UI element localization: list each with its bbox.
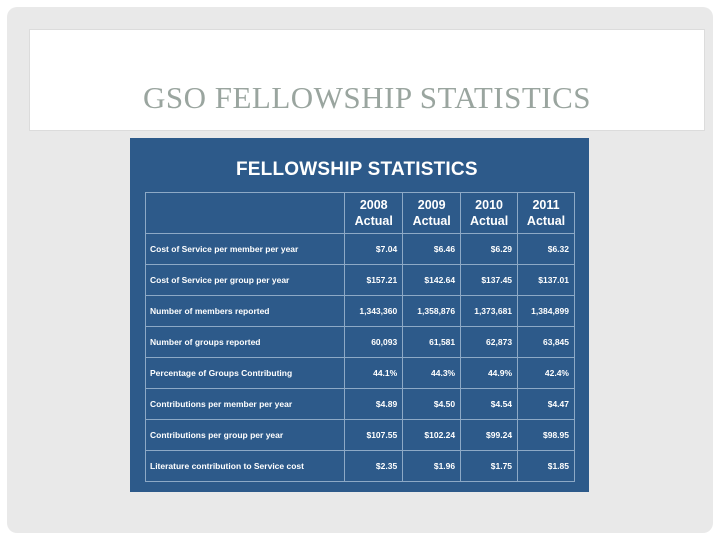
row-value: 44.9% (460, 357, 519, 389)
column-subtitle: Actual (354, 214, 393, 228)
row-value: 1,343,360 (344, 295, 404, 327)
row-value: $1.75 (460, 450, 519, 482)
row-label: Number of members reported (144, 295, 346, 327)
row-value: 44.3% (402, 357, 462, 389)
row-value: $137.01 (517, 264, 575, 296)
row-value: $7.04 (344, 233, 404, 265)
statistics-table-body: Cost of Service per member per year $7.04… (144, 233, 575, 482)
row-value: 62,873 (460, 326, 519, 358)
column-subtitle: Actual (412, 214, 451, 228)
column-year: 2008 (359, 198, 388, 212)
column-year: 2009 (417, 198, 446, 212)
column-header: 2009 Actual (402, 192, 462, 234)
table-row: Contributions per group per year $107.55 $… (144, 419, 575, 451)
row-value: $142.64 (402, 264, 462, 296)
row-label: Contributions per group per year (144, 419, 346, 451)
column-year: 2011 (532, 198, 560, 212)
row-label: Percentage of Groups Contributing (144, 357, 346, 389)
row-value: $1.85 (517, 450, 575, 482)
statistics-table: 2008 Actual 2009 Actual 2010 Actual 2011… (144, 192, 575, 482)
row-value: 63,845 (517, 326, 575, 358)
row-value: 1,373,681 (460, 295, 519, 327)
header-empty-cell (144, 192, 346, 234)
column-year: 2010 (475, 198, 503, 212)
panel-heading: FELLOWSHIP STATISTICS (236, 159, 478, 180)
row-value: $98.95 (517, 419, 575, 451)
row-value: $157.21 (344, 264, 404, 296)
row-value: 42.4% (517, 357, 575, 389)
row-value: 61,581 (402, 326, 462, 358)
row-value: 1,358,876 (402, 295, 462, 327)
row-value: $6.29 (460, 233, 519, 265)
table-row: Contributions per member per year $4.89 $4… (144, 388, 575, 420)
row-value: $107.55 (344, 419, 404, 451)
row-value: $1.96 (402, 450, 462, 482)
header-row: 2008 Actual 2009 Actual 2010 Actual 2011… (144, 192, 575, 234)
title-box: GSO FELLOWSHIP STATISTICS (29, 29, 705, 131)
row-value: $99.24 (460, 419, 519, 451)
column-subtitle: Actual (526, 214, 566, 228)
column-header: 2011 Actual (517, 192, 575, 234)
row-value: $4.89 (344, 388, 404, 420)
row-value: 1,384,899 (517, 295, 575, 327)
row-label: Number of groups reported (144, 326, 346, 358)
row-label: Cost of Service per member per year (144, 233, 346, 265)
table-row: Number of groups reported 60,093 61,581 62,… (144, 326, 575, 358)
table-row: Cost of Service per group per year $157.2… (144, 264, 575, 296)
statistics-panel: FELLOWSHIP STATISTICS 2008 Actual 2009 A… (130, 138, 589, 492)
table-row: Cost of Service per member per year $7.04… (144, 233, 575, 265)
column-header: 2010 Actual (460, 192, 519, 234)
row-value: $6.46 (402, 233, 462, 265)
table-row: Literature contribution to Service cost $… (144, 450, 575, 482)
row-value: $6.32 (517, 233, 575, 265)
column-subtitle: Actual (469, 214, 509, 228)
row-label: Contributions per member per year (144, 388, 346, 420)
slide-title: GSO FELLOWSHIP STATISTICS (142, 80, 592, 115)
table-row: Percentage of Groups Contributing 44.1% 44… (144, 357, 575, 389)
row-value: $4.47 (517, 388, 575, 420)
row-value: $4.54 (460, 388, 519, 420)
row-label: Cost of Service per group per year (144, 264, 346, 296)
row-value: 44.1% (344, 357, 404, 389)
row-value: 60,093 (344, 326, 404, 358)
row-value: $4.50 (402, 388, 462, 420)
table-row: Number of members reported 1,343,360 1,358… (144, 295, 575, 327)
row-label: Literature contribution to Service cost (144, 450, 346, 482)
column-header: 2008 Actual (344, 192, 404, 234)
row-value: $137.45 (460, 264, 519, 296)
row-value: $2.35 (344, 450, 404, 482)
row-value: $102.24 (402, 419, 462, 451)
